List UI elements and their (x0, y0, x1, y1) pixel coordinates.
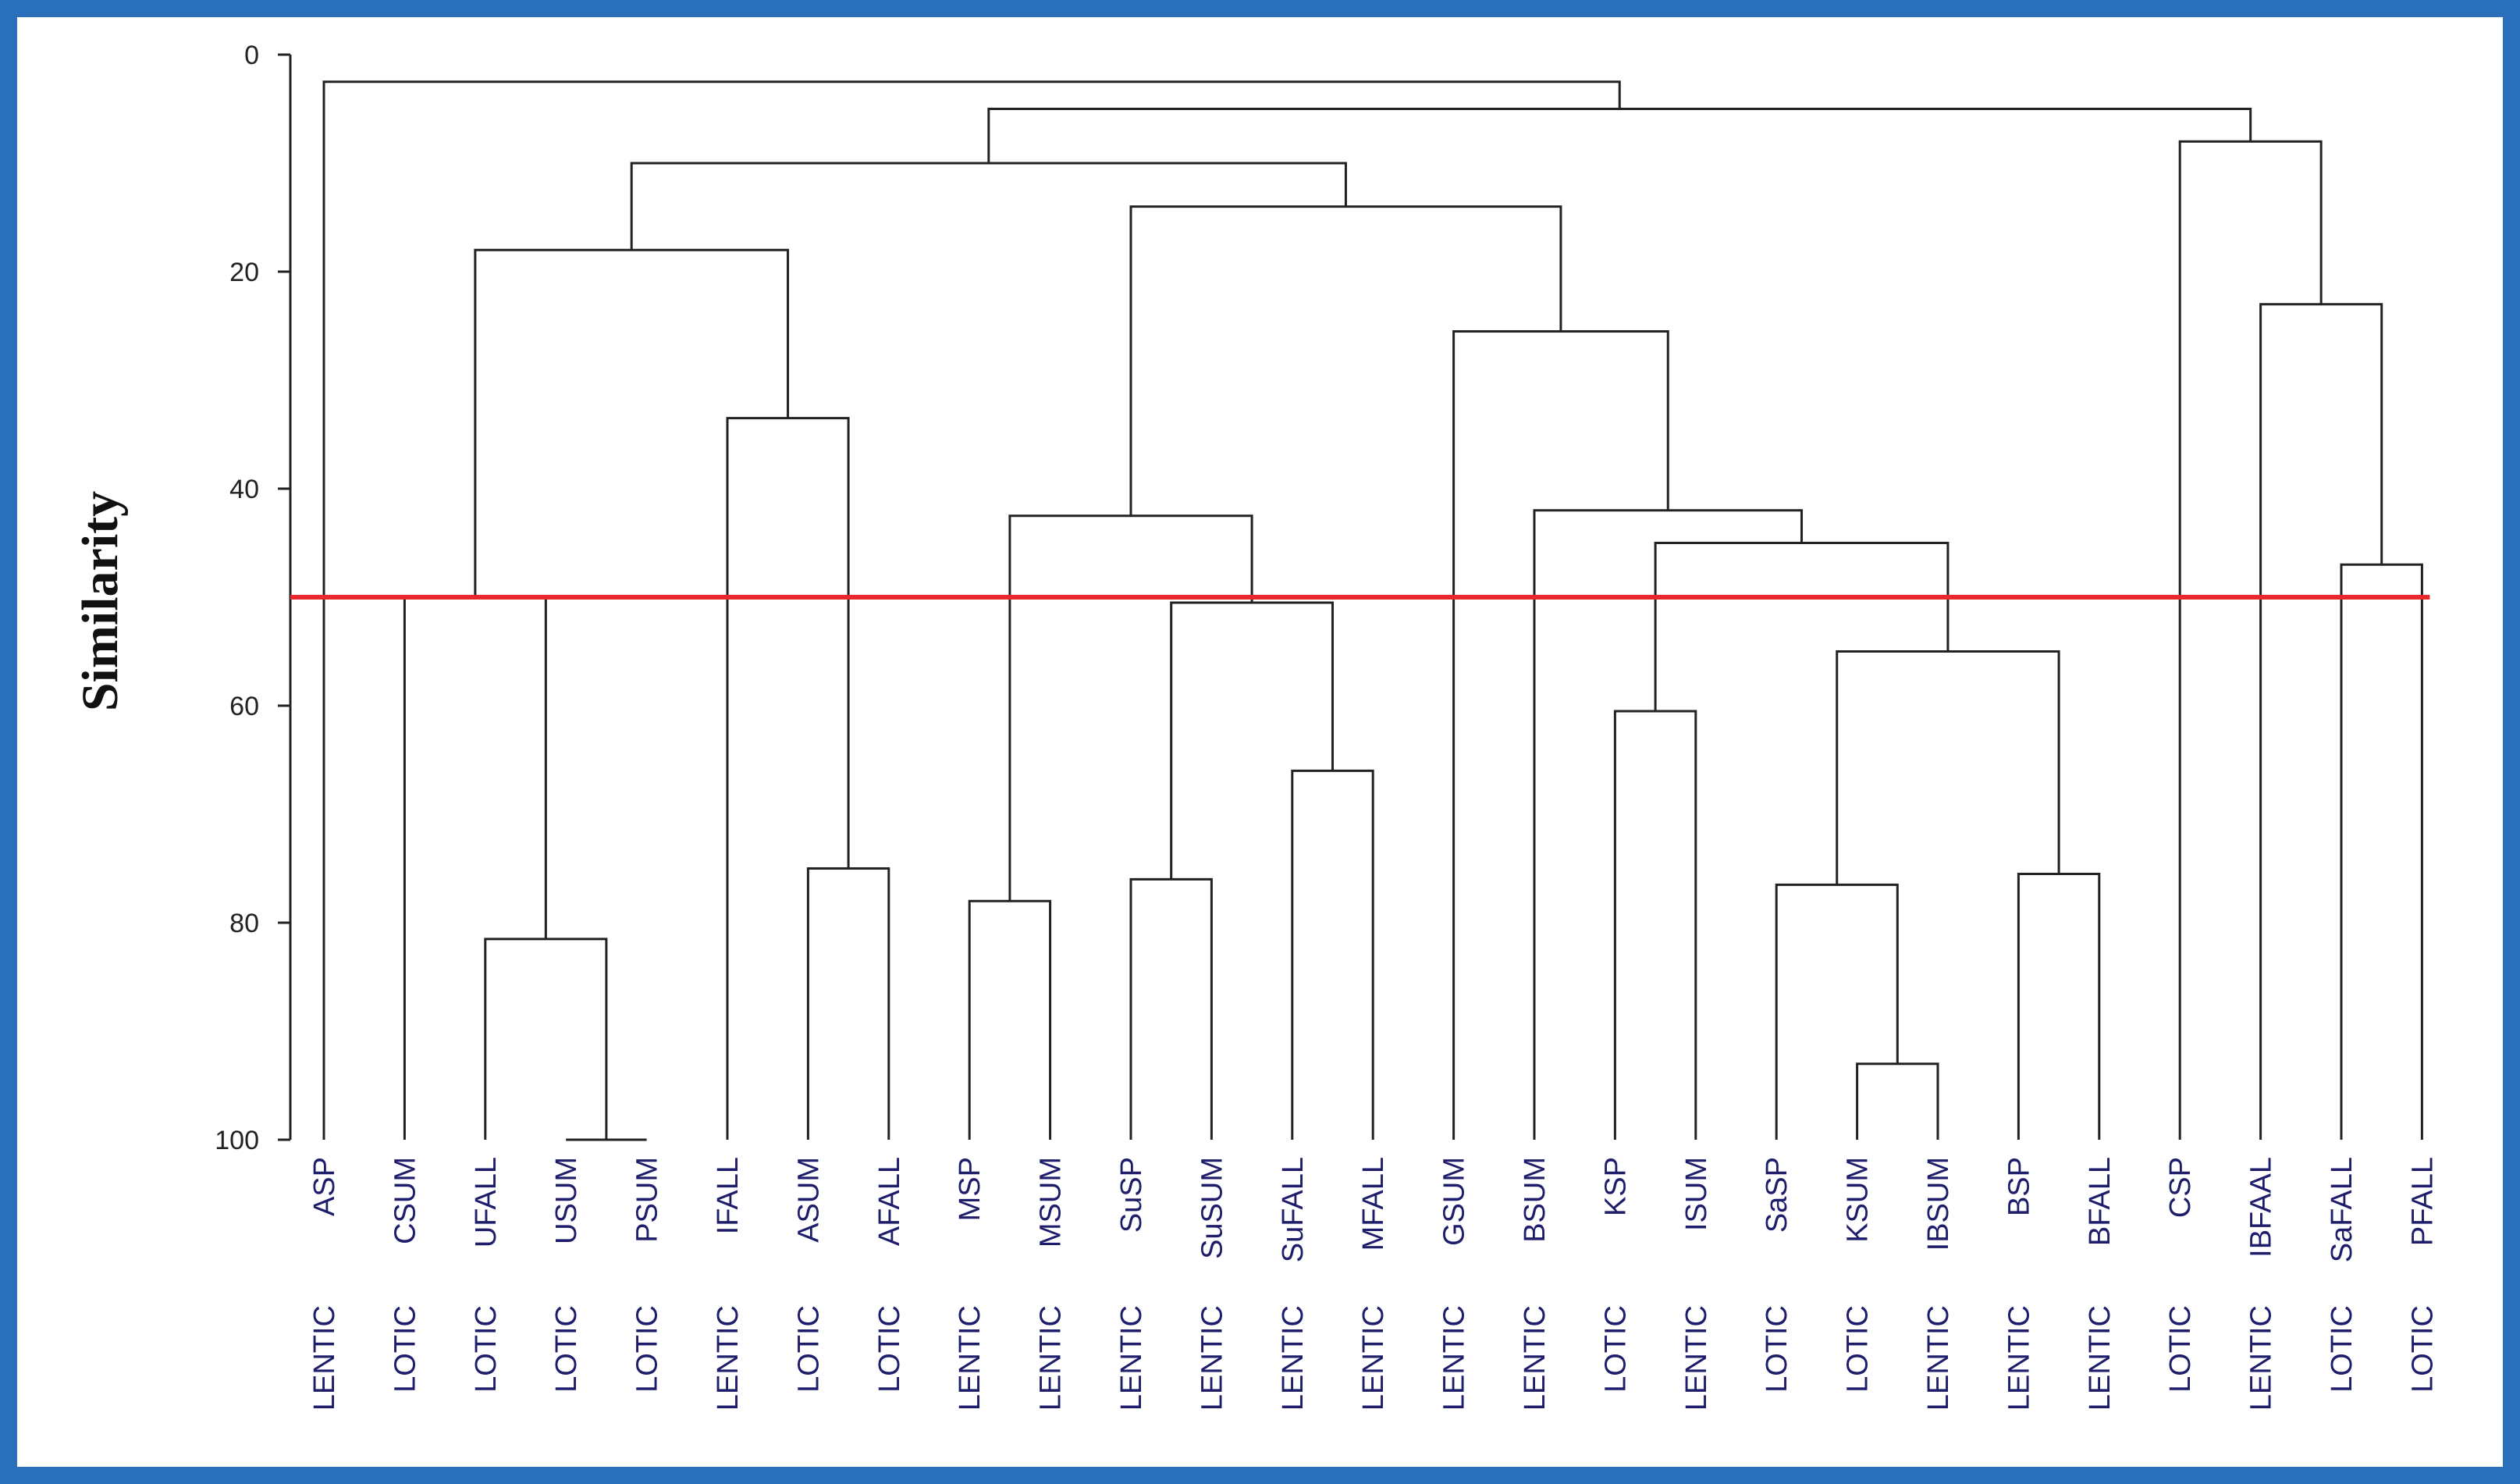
leaf-group-label: LENTIC (1196, 1305, 1228, 1411)
leaf-group-label: LENTIC (2084, 1305, 2117, 1411)
leaf-label: SuSP (1115, 1157, 1148, 1233)
leaf-group-label: LENTIC (308, 1305, 341, 1411)
leaf-label: ASUM (792, 1157, 825, 1243)
y-axis-title: Similarity (72, 491, 129, 711)
dendrogram-link (474, 248, 790, 597)
leaf-label: MSP (954, 1157, 986, 1221)
dendrogram-tree (322, 80, 2423, 1141)
dendrogram-link (2340, 563, 2423, 1140)
leaf-group-label: LENTIC (1277, 1305, 1310, 1411)
leaf-label: ISUM (1680, 1157, 1713, 1231)
dendrogram-link (1008, 514, 1253, 902)
y-tick-label: 80 (229, 909, 259, 938)
y-tick-label: 40 (229, 475, 259, 504)
leaf-group-label: LENTIC (1438, 1305, 1471, 1411)
leaf-group-label: LENTIC (1035, 1305, 1068, 1411)
leaf-group-label: LOTIC (1599, 1305, 1632, 1393)
leaf-group-label: LENTIC (1680, 1305, 1713, 1411)
leaf-group-label: LOTIC (873, 1305, 906, 1393)
dendrogram-link (1775, 883, 1899, 1140)
dendrogram-link (2178, 140, 2323, 1140)
leaf-label: MSUM (1035, 1157, 1068, 1247)
leaf-group-label: LOTIC (550, 1305, 583, 1393)
dendrogram-link (1856, 1062, 1939, 1140)
y-axis: 0 20 40 60 80 100 (215, 41, 292, 1155)
leaf-label: USUM (550, 1157, 583, 1244)
dendrogram-link (1291, 769, 1374, 1140)
leaf-label: SuSUM (1196, 1157, 1228, 1259)
leaf-group-label: LOTIC (2164, 1305, 2197, 1393)
leaf-label: IBSUM (1922, 1157, 1955, 1251)
leaf-label: IBFAAL (2245, 1157, 2278, 1258)
dendrogram-link (322, 80, 1621, 1140)
leaf-group-label: LENTIC (1115, 1305, 1148, 1411)
y-tick-label: 0 (244, 41, 259, 70)
leaf-label: GSUM (1438, 1157, 1471, 1246)
leaf-label: ASP (308, 1157, 341, 1216)
leaf-group-label: LOTIC (2406, 1305, 2439, 1393)
dendrogram-link (1613, 710, 1697, 1140)
y-tick-label: 60 (229, 692, 259, 721)
leaf-label: UFALL (470, 1157, 503, 1247)
dendrogram-link (1836, 650, 2060, 885)
dendrogram-link (726, 417, 850, 1140)
leaf-group-label: LENTIC (1519, 1305, 1551, 1411)
leaf-label: MFALL (1357, 1157, 1390, 1251)
dendrogram-link (2259, 303, 2383, 1140)
leaf-label: IFALL (712, 1157, 745, 1234)
leaf-group-label: LENTIC (1922, 1305, 1955, 1411)
leaf-label: BSUM (1519, 1157, 1551, 1243)
dendrogram-link (1129, 877, 1213, 1140)
leaf-group-label: LOTIC (1842, 1305, 1875, 1393)
leaf-group-label: LOTIC (631, 1305, 664, 1393)
dendrogram-link (1654, 542, 1950, 711)
dendrogram-link (1452, 329, 1669, 1140)
leaf-label: PFALL (2406, 1157, 2439, 1246)
leaf-label: PSUM (631, 1157, 664, 1243)
leaf-label: SuFALL (1277, 1157, 1310, 1262)
leaf-group-label: LENTIC (712, 1305, 745, 1411)
leaf-label: SaSP (1761, 1157, 1793, 1233)
leaf-label: KSP (1599, 1157, 1632, 1216)
y-tick-label: 20 (229, 258, 259, 287)
leaf-group-label: LOTIC (389, 1305, 421, 1393)
dendrogram-link (1533, 509, 1804, 1140)
leaf-group-label: LENTIC (954, 1305, 986, 1411)
dendrogram-link (2017, 872, 2101, 1140)
leaf-labels: ASP LENTIC CSUM LOTIC UFALL LOTIC USUM LOTIC PSU… (308, 1157, 2439, 1411)
dendrogram-link (403, 596, 547, 1140)
dendrogram-link (987, 108, 2252, 163)
leaf-label: BSP (2003, 1157, 2035, 1216)
dendrogram-link (1129, 205, 1562, 516)
leaf-group-label: LOTIC (1761, 1305, 1793, 1393)
leaf-group-label: LENTIC (1357, 1305, 1390, 1411)
leaf-group-label: LOTIC (470, 1305, 503, 1393)
leaf-label: KSUM (1842, 1157, 1875, 1243)
y-tick-label: 100 (215, 1126, 259, 1155)
leaf-group-label: LOTIC (2326, 1305, 2358, 1393)
leaf-label: SaFALL (2326, 1157, 2358, 1262)
leaf-group-label: LENTIC (2245, 1305, 2278, 1411)
dendrogram-link (1170, 601, 1334, 880)
leaf-label: CSP (2164, 1157, 2197, 1218)
dendrogram-link (968, 899, 1052, 1140)
leaf-label: CSUM (389, 1157, 421, 1244)
leaf-group-label: LENTIC (2003, 1305, 2035, 1411)
leaf-group-label: LOTIC (792, 1305, 825, 1393)
leaf-label: BFALL (2084, 1157, 2117, 1246)
dendrogram-link (806, 867, 890, 1140)
leaf-label: AFALL (873, 1157, 906, 1246)
dendrogram-link (484, 938, 608, 1140)
